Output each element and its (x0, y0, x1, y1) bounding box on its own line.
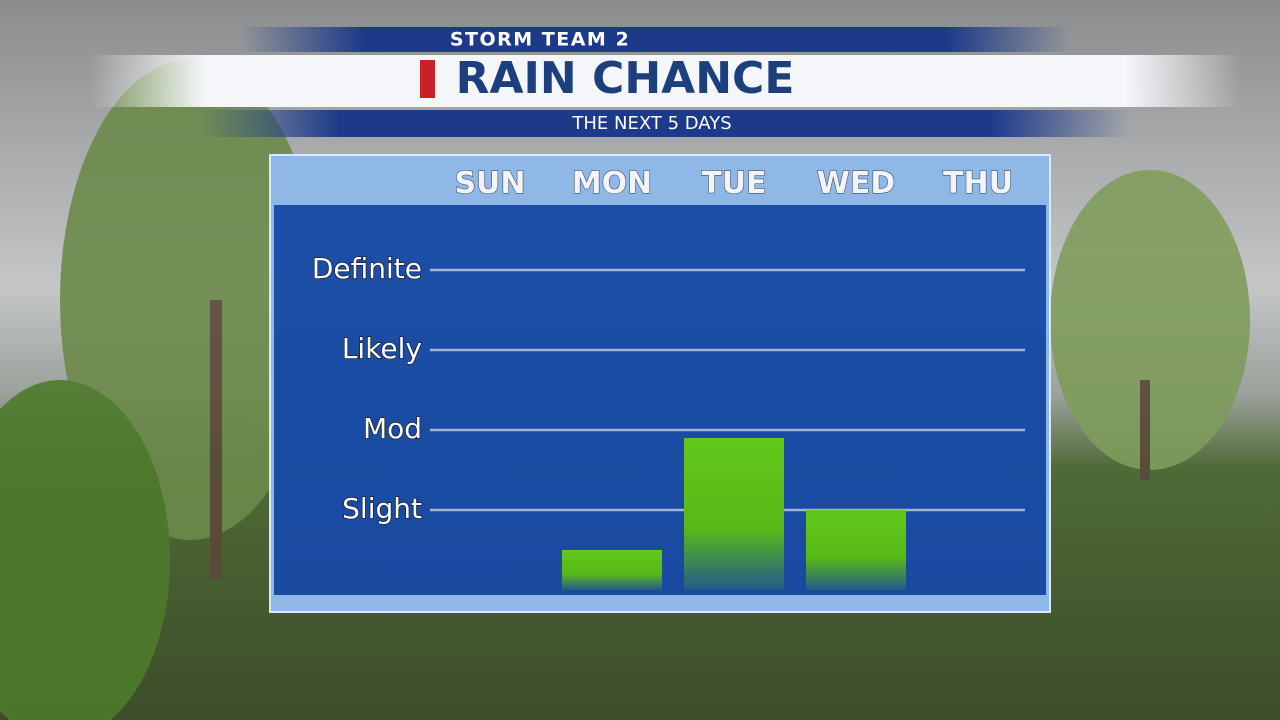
y-tick-label: Mod (363, 412, 422, 445)
y-tick-label: Likely (342, 332, 422, 365)
x-tick-label: SUN (454, 166, 525, 201)
chart-subtitle: THE NEXT 5 DAYS (571, 113, 731, 134)
bar (806, 510, 906, 590)
bar (684, 438, 784, 590)
x-tick-label: WED (817, 166, 896, 201)
y-tick-label: Definite (312, 252, 422, 285)
plot: Slight Mod Likely Definite SUN MON TUE WED THU (311, 166, 1025, 590)
board (269, 154, 1051, 613)
x-tick-label: MON (572, 166, 652, 201)
y-tick-label: Slight (342, 492, 422, 525)
x-tick-label: THU (943, 166, 1013, 201)
x-tick-label: TUE (701, 166, 766, 201)
header-banner: STORM TEAM 2 RAIN CHANCE THE NEXT 5 DAYS (90, 27, 1240, 137)
chart-title: RAIN CHANCE (456, 53, 795, 104)
bar (562, 550, 662, 590)
trees (0, 60, 1250, 720)
brand: STORM TEAM 2 (450, 29, 630, 51)
